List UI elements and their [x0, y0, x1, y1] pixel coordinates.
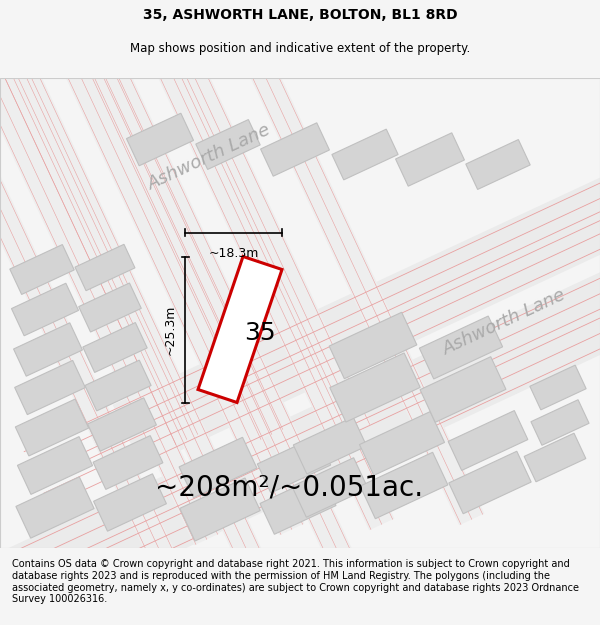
Text: ~25.3m: ~25.3m [164, 304, 177, 355]
Text: 35: 35 [244, 321, 276, 344]
Polygon shape [5, 0, 284, 440]
Polygon shape [257, 436, 331, 493]
Text: Map shows position and indicative extent of the property.: Map shows position and indicative extent… [130, 42, 470, 55]
Polygon shape [88, 398, 157, 451]
Polygon shape [113, 67, 600, 468]
Polygon shape [524, 433, 586, 482]
Polygon shape [292, 458, 368, 518]
Polygon shape [14, 322, 82, 376]
Polygon shape [530, 365, 586, 410]
Text: Ashworth Lane: Ashworth Lane [146, 121, 274, 194]
Polygon shape [11, 283, 79, 336]
Polygon shape [359, 412, 445, 476]
Polygon shape [332, 129, 398, 180]
Polygon shape [0, 243, 600, 625]
Polygon shape [0, 0, 220, 545]
Polygon shape [260, 122, 329, 176]
Polygon shape [395, 132, 464, 186]
Polygon shape [83, 322, 147, 372]
Polygon shape [98, 60, 377, 615]
Polygon shape [0, 70, 205, 625]
Text: ~208m²/~0.051ac.: ~208m²/~0.051ac. [155, 474, 423, 501]
Text: Contains OS data © Crown copyright and database right 2021. This information is : Contains OS data © Crown copyright and d… [12, 559, 579, 604]
Polygon shape [196, 119, 260, 169]
Polygon shape [92, 0, 371, 435]
Polygon shape [79, 283, 141, 332]
Text: ~18.3m: ~18.3m [208, 246, 259, 259]
Text: 35, ASHWORTH LANE, BOLTON, BL1 8RD: 35, ASHWORTH LANE, BOLTON, BL1 8RD [143, 8, 457, 22]
Polygon shape [531, 400, 589, 445]
Polygon shape [179, 438, 257, 498]
Polygon shape [14, 361, 85, 414]
Polygon shape [26, 0, 304, 535]
Polygon shape [94, 474, 166, 531]
Polygon shape [420, 357, 506, 422]
Polygon shape [93, 436, 163, 489]
Polygon shape [16, 477, 94, 538]
Polygon shape [466, 139, 530, 189]
Polygon shape [293, 417, 367, 474]
Polygon shape [116, 0, 394, 530]
Polygon shape [180, 478, 260, 541]
Polygon shape [198, 256, 282, 402]
Polygon shape [329, 312, 417, 379]
Polygon shape [260, 475, 336, 534]
Polygon shape [0, 0, 199, 445]
Polygon shape [419, 316, 503, 379]
Polygon shape [449, 451, 531, 514]
Polygon shape [85, 360, 151, 411]
Polygon shape [127, 113, 194, 166]
Polygon shape [448, 411, 528, 471]
Polygon shape [75, 244, 135, 291]
Polygon shape [11, 65, 289, 620]
Text: Ashworth Lane: Ashworth Lane [440, 286, 569, 359]
Polygon shape [360, 452, 448, 519]
Polygon shape [206, 0, 484, 525]
Polygon shape [17, 437, 92, 494]
Polygon shape [330, 353, 420, 422]
Polygon shape [16, 399, 89, 456]
Polygon shape [10, 244, 74, 294]
